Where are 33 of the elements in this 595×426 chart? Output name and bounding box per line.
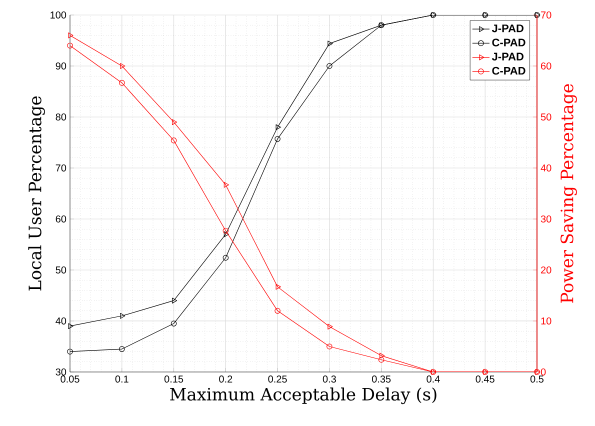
- y-tick-label: 40: [56, 317, 66, 325]
- y-tick-label: 100: [50, 11, 66, 19]
- y-tick-label: 90: [56, 62, 66, 70]
- legend-label: J-PAD: [492, 24, 524, 32]
- y2-tick-label: 10: [541, 317, 552, 325]
- x-tick-label: 0.1: [115, 376, 128, 383]
- y-tick-label: 80: [56, 113, 66, 121]
- x-tick-label: 0.05: [60, 376, 80, 383]
- x-tick-label: 0.5: [530, 376, 544, 383]
- x-axis-title: Maximum Acceptable Delay (s): [170, 387, 436, 404]
- y2-tick-label: 70: [541, 11, 552, 19]
- y-tick-label: 70: [56, 164, 66, 172]
- y-tick-label: 60: [56, 215, 66, 223]
- y2-axis-title: Power Saving Percentage: [560, 84, 577, 303]
- y-tick-label: 50: [56, 266, 66, 274]
- legend-label: J-PAD: [492, 52, 524, 60]
- x-tick-label: 0.2: [219, 376, 232, 383]
- x-tick-label: 0.35: [372, 376, 391, 383]
- y2-tick-label: 50: [540, 113, 552, 121]
- y-axis-title: Local User Percentage: [28, 96, 45, 291]
- y2-tick-label: 60: [541, 62, 552, 70]
- x-tick-label: 0.4: [426, 376, 440, 383]
- legend-label: C-PAD: [492, 38, 526, 46]
- x-tick-label: 0.25: [268, 376, 287, 383]
- y2-tick-label: 30: [540, 215, 552, 223]
- x-tick-label: 0.15: [164, 376, 184, 383]
- y2-tick-label: 20: [541, 266, 552, 274]
- legend-label: C-PAD: [492, 66, 526, 75]
- y-tick-label: 30: [56, 368, 66, 376]
- y2-tick-label: 0: [540, 368, 546, 376]
- x-tick-label: 0.3: [322, 376, 336, 383]
- x-tick-label: 0.45: [476, 376, 494, 383]
- y2-tick-label: 40: [540, 164, 552, 172]
